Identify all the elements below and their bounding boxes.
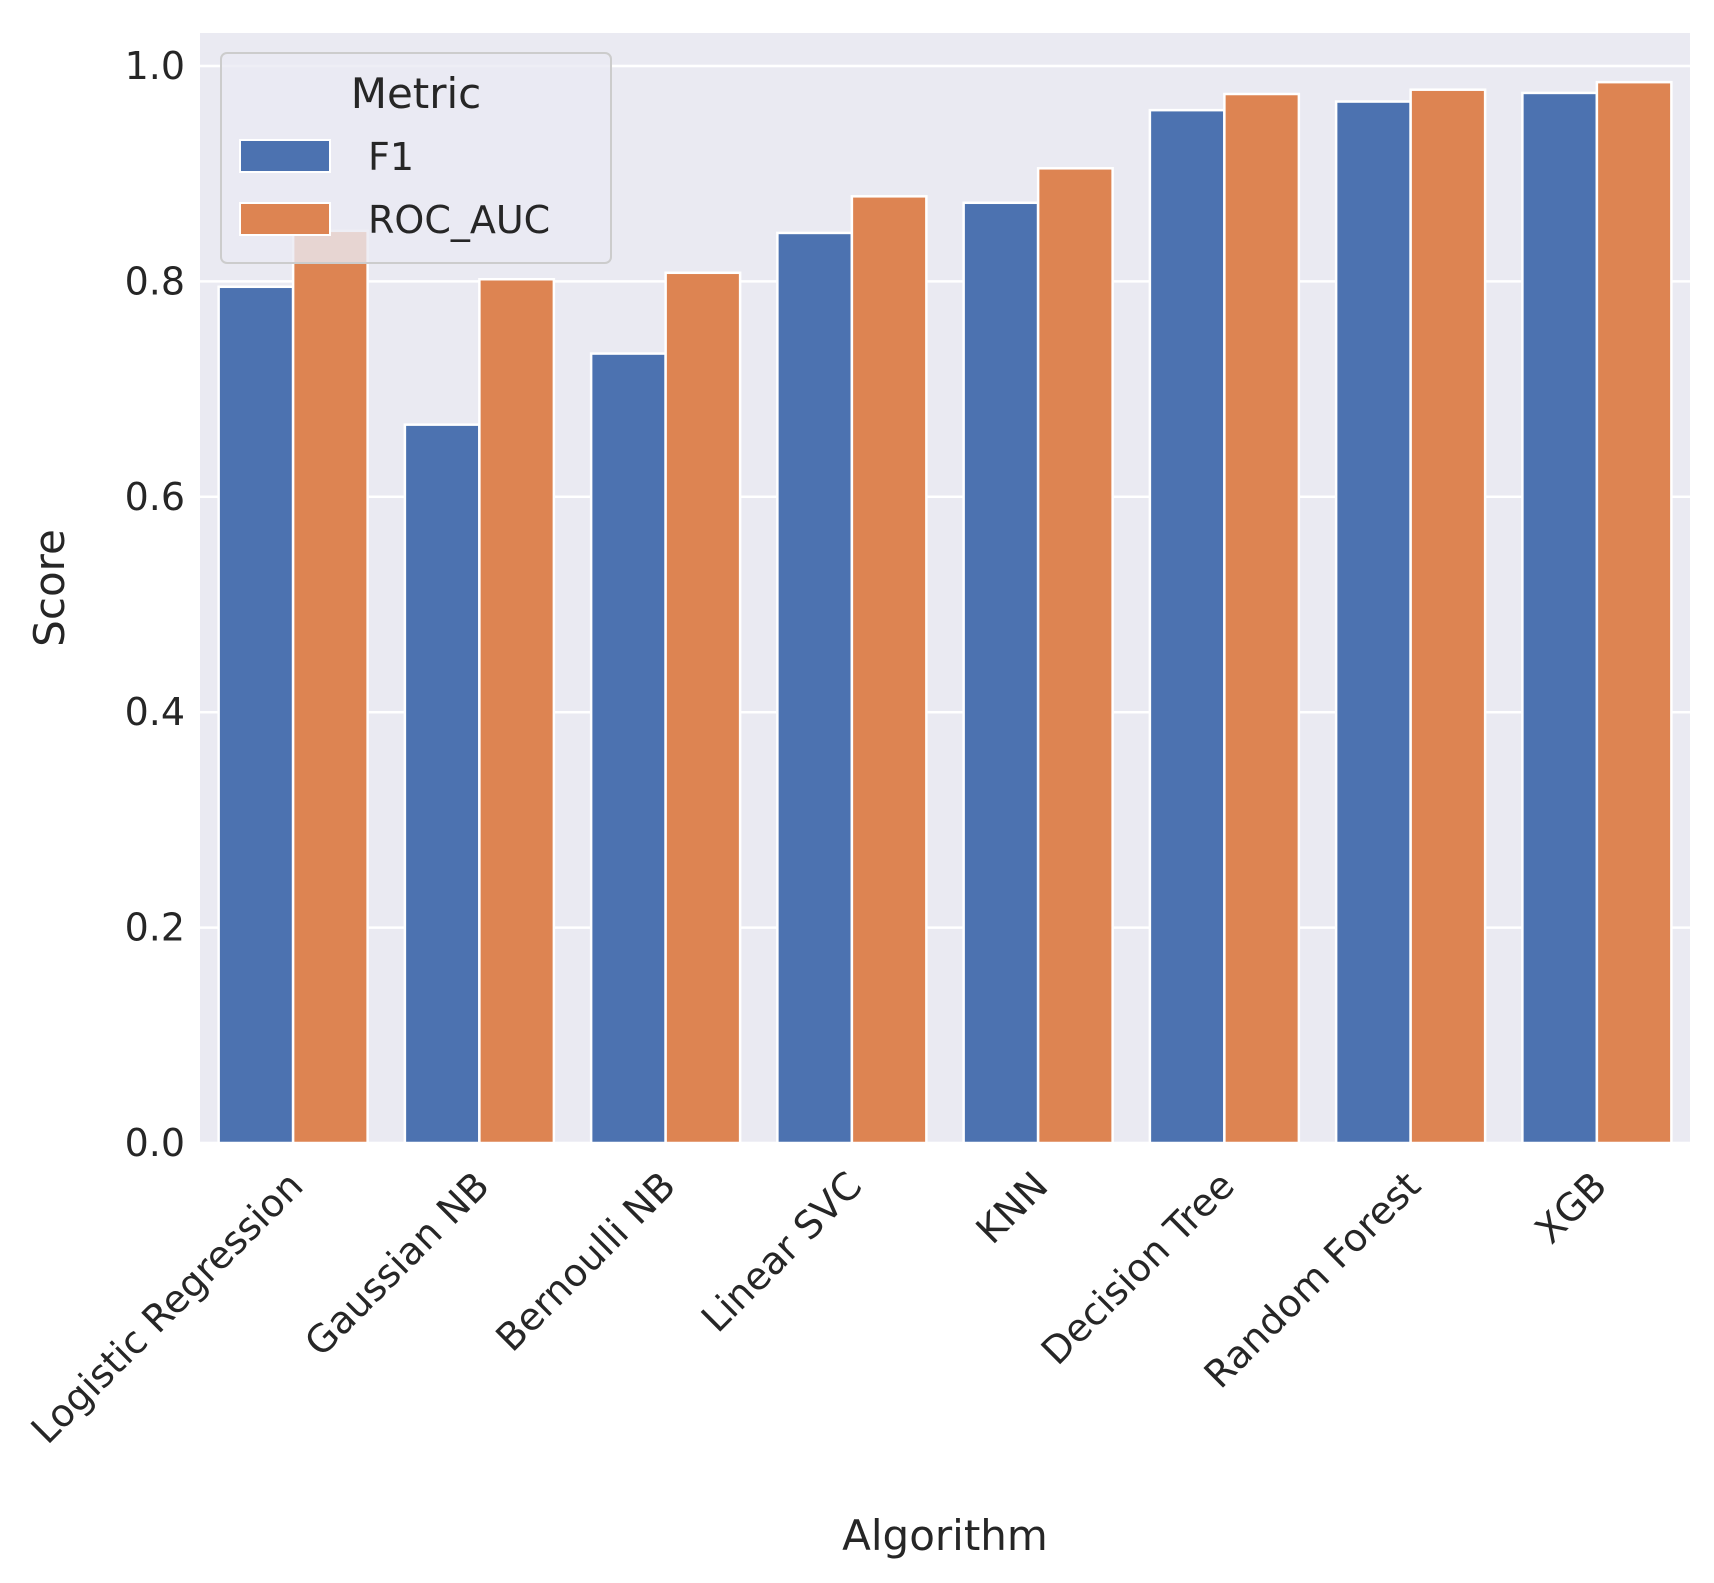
bar-roc-auc-7 <box>1595 80 1673 1145</box>
bar-roc-auc-2 <box>664 271 742 1145</box>
bar-f1-0 <box>217 285 295 1145</box>
bar-roc-auc-5 <box>1223 92 1301 1145</box>
x-axis-label: Algorithm <box>842 1511 1048 1560</box>
y-tick-label: 0.4 <box>125 690 185 734</box>
y-axis-label: Score <box>25 529 74 647</box>
x-tick-label: Decision Tree <box>1033 1163 1243 1373</box>
y-tick-label: 1.0 <box>125 44 185 88</box>
bars <box>217 80 1673 1145</box>
y-tick-label: 0.0 <box>125 1121 185 1165</box>
bar-roc-auc-4 <box>1036 167 1114 1145</box>
x-tick-label: Bernoulli NB <box>487 1163 684 1360</box>
y-axis-ticks: 0.0 0.2 0.4 0.6 0.8 1.0 <box>125 44 185 1165</box>
legend-swatch-f1 <box>239 139 331 173</box>
legend-label-roc-auc: ROC_AUC <box>368 198 550 242</box>
bar-f1-3 <box>776 231 854 1145</box>
legend-swatch-roc-auc <box>239 202 331 236</box>
bar-f1-1 <box>403 423 481 1145</box>
bar-roc-auc-3 <box>850 195 928 1145</box>
legend: Metric F1 ROC_AUC <box>220 52 612 264</box>
bar-f1-6 <box>1334 100 1412 1145</box>
bar-f1-5 <box>1148 108 1226 1145</box>
bar-roc-auc-1 <box>478 277 556 1145</box>
bar-f1-7 <box>1521 91 1599 1145</box>
bar-roc-auc-6 <box>1409 88 1487 1145</box>
y-tick-label: 0.2 <box>125 906 185 950</box>
bar-roc-auc-0 <box>291 229 369 1145</box>
legend-label-f1: F1 <box>368 135 414 179</box>
bar-f1-2 <box>589 352 667 1145</box>
y-tick-label: 0.6 <box>125 475 185 519</box>
bar-f1-4 <box>962 201 1040 1145</box>
y-tick-label: 0.8 <box>125 259 185 303</box>
x-tick-label: KNN <box>968 1163 1057 1252</box>
x-tick-label: XGB <box>1526 1163 1615 1252</box>
x-tick-label: Gaussian NB <box>296 1163 497 1364</box>
x-tick-label: Linear SVC <box>693 1163 870 1340</box>
x-tick-label: Logistic Regression <box>23 1163 312 1452</box>
legend-title: Metric <box>351 69 482 118</box>
